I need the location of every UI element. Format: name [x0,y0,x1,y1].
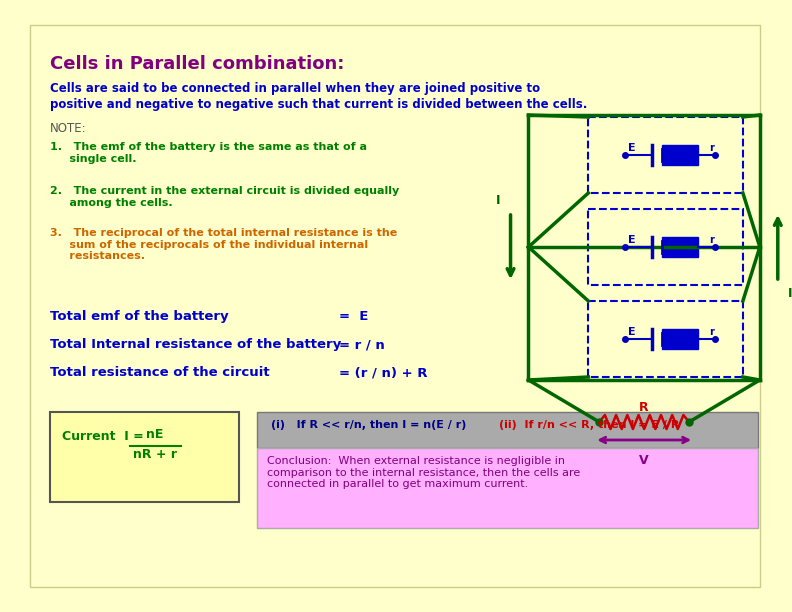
Text: Total Internal resistance of the battery: Total Internal resistance of the battery [50,338,341,351]
Text: 3.   The reciprocal of the total internal resistance is the
     sum of the reci: 3. The reciprocal of the total internal … [50,228,397,261]
Text: r: r [710,143,714,153]
Text: r: r [710,235,714,245]
Text: Cells are said to be connected in parallel when they are joined positive to: Cells are said to be connected in parall… [50,82,540,95]
Text: Total emf of the battery: Total emf of the battery [50,310,228,323]
Text: Conclusion:  When external resistance is negligible in
comparison to the interna: Conclusion: When external resistance is … [267,456,581,489]
Text: I: I [787,287,792,300]
Text: NOTE:: NOTE: [50,122,86,135]
Text: = (r / n) + R: = (r / n) + R [339,366,428,379]
Bar [662,237,698,257]
Text: positive and negative to negative such that current is divided between the cells: positive and negative to negative such t… [50,98,587,111]
Text: =  E: = E [339,310,368,323]
Text: Total resistance of the circuit: Total resistance of the circuit [50,366,269,379]
Bar [662,145,698,165]
Text: Current  I =: Current I = [62,430,148,443]
Text: nR + r: nR + r [132,448,177,461]
Bar [257,412,758,448]
Text: Cells in Parallel combination:: Cells in Parallel combination: [50,55,345,73]
Text: r: r [710,327,714,337]
Text: 1.   The emf of the battery is the same as that of a
     single cell.: 1. The emf of the battery is the same as… [50,142,367,163]
Text: (ii)  If r/n << R, then I = E / R: (ii) If r/n << R, then I = E / R [499,420,679,430]
Text: 2.   The current in the external circuit is divided equally
     among the cells: 2. The current in the external circuit i… [50,186,399,207]
Text: E: E [628,235,636,245]
Text: E: E [628,143,636,153]
Bar [662,329,698,349]
Text: E: E [628,327,636,337]
Bar [50,412,239,502]
Text: V: V [639,454,649,467]
Text: (i)   If R << r/n, then I = n(E / r): (i) If R << r/n, then I = n(E / r) [271,420,466,430]
Text: = r / n: = r / n [339,338,385,351]
Bar [257,448,758,528]
Text: R: R [639,400,649,414]
Text: I: I [497,194,501,207]
Text: nE: nE [146,428,163,441]
